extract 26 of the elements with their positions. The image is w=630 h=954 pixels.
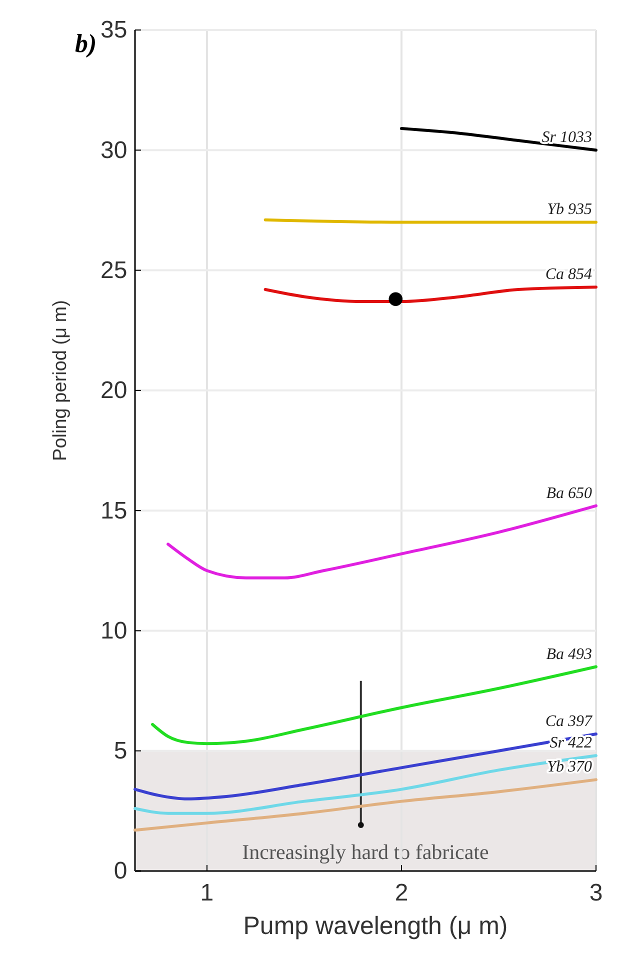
y-tick-label: 35 bbox=[100, 16, 128, 44]
x-tick-label: 3 bbox=[589, 879, 603, 906]
y-tick-label: 25 bbox=[100, 256, 128, 284]
line-series bbox=[134, 754, 598, 815]
series-label: Ba 493 bbox=[546, 646, 592, 663]
series-label: Sr 1033 bbox=[542, 129, 592, 146]
line-series bbox=[400, 127, 598, 152]
line-series bbox=[134, 778, 598, 832]
line-series bbox=[166, 504, 598, 580]
series-label: Yb 935 bbox=[547, 201, 592, 218]
y-tick-label: 15 bbox=[100, 497, 128, 524]
series-label: Ba 650 bbox=[546, 484, 592, 502]
y-tick-label: 5 bbox=[114, 738, 128, 765]
x-axis-title: Pump wavelength (μ m) bbox=[243, 912, 508, 940]
y-tick-label: 30 bbox=[100, 136, 128, 164]
series-label: Ca 854 bbox=[545, 266, 592, 284]
x-tick-label: 1 bbox=[200, 879, 214, 906]
line-series bbox=[134, 732, 598, 800]
y-tick-label: 10 bbox=[100, 617, 128, 644]
y-tick-label: 0 bbox=[114, 858, 128, 885]
y-tick-label: 20 bbox=[100, 377, 128, 404]
series-label: Ca 397 bbox=[545, 713, 593, 730]
y-axis-title: Poling period (μ m) bbox=[50, 300, 71, 461]
x-tick-label: 2 bbox=[394, 879, 408, 906]
chart-title: b) bbox=[75, 29, 97, 58]
series-label: Yb 370 bbox=[547, 758, 592, 776]
